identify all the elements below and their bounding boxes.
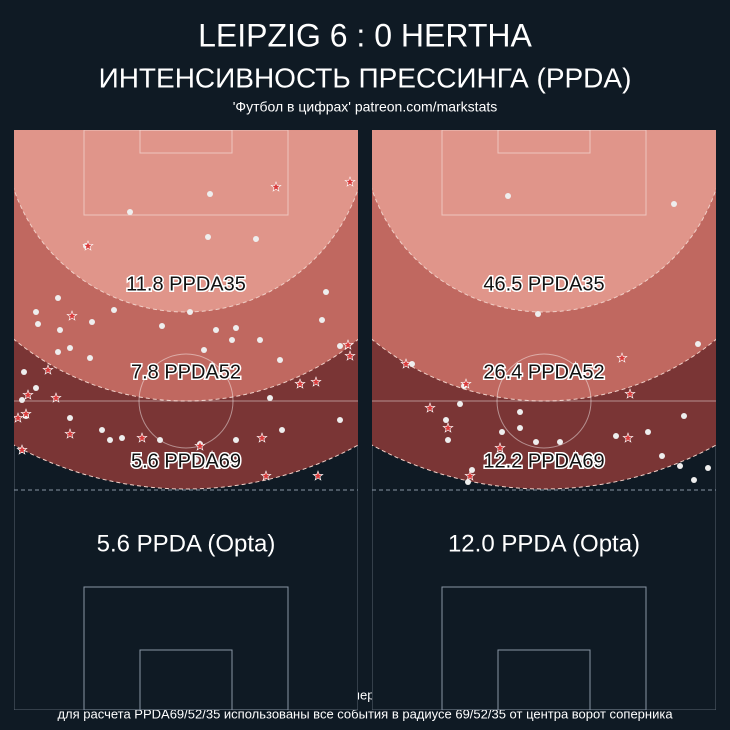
event-dot: [127, 209, 133, 215]
event-dot: [33, 385, 39, 391]
event-dot: [107, 437, 113, 443]
event-dot: [505, 193, 511, 199]
event-dot: [445, 437, 451, 443]
event-dot: [577, 455, 583, 461]
goal-area: [497, 130, 591, 154]
event-dot: [671, 201, 677, 207]
event-dot: [35, 321, 41, 327]
event-dot: [67, 345, 73, 351]
event-dot: [159, 323, 165, 329]
penalty-box: [441, 130, 647, 216]
center-circle: [138, 353, 234, 449]
penalty-box: [83, 130, 289, 216]
event-dot: [279, 427, 285, 433]
event-dot: [205, 234, 211, 240]
event-dot: [99, 427, 105, 433]
event-dot: [705, 465, 711, 471]
zone-label: 26.4 PPDA52: [483, 361, 604, 383]
event-dot: [21, 369, 27, 375]
event-dot: [517, 409, 523, 415]
zone-label: 5.6 PPDA69: [131, 450, 241, 472]
event-dot: [213, 327, 219, 333]
event-dot: [409, 361, 415, 367]
event-dot: [677, 463, 683, 469]
opta-label: 12.0 PPDA (Opta): [448, 530, 640, 557]
goal-area: [139, 649, 233, 710]
pitch: [372, 130, 716, 710]
event-dot: [469, 467, 475, 473]
event-dot: [691, 477, 697, 483]
event-dot: [253, 236, 259, 242]
event-dot: [337, 343, 343, 349]
zone-label: 7.8 PPDA52: [131, 361, 241, 383]
event-dot: [89, 319, 95, 325]
penalty-box: [83, 586, 289, 710]
event-dot: [19, 397, 25, 403]
event-dot: [119, 435, 125, 441]
event-dot: [457, 401, 463, 407]
zone: [14, 130, 358, 313]
event-dot: [681, 413, 687, 419]
event-dot: [337, 417, 343, 423]
center-circle: [496, 353, 592, 449]
pitch: [14, 130, 358, 710]
goal-area: [139, 130, 233, 154]
event-dot: [277, 357, 283, 363]
event-dot: [319, 317, 325, 323]
source: 'Футбол в цифрах' patreon.com/markstats: [233, 99, 498, 115]
event-dot: [323, 289, 329, 295]
event-dot: [535, 311, 541, 317]
event-dot: [695, 341, 701, 347]
event-dot: [193, 457, 199, 463]
event-dot: [465, 479, 471, 485]
event-dot: [233, 437, 239, 443]
event-dot: [659, 453, 665, 459]
event-dot: [257, 337, 263, 343]
opta-label: 5.6 PPDA (Opta): [97, 530, 276, 557]
goal-area: [497, 649, 591, 710]
event-dot: [645, 429, 651, 435]
event-dot: [55, 295, 61, 301]
zone: [372, 130, 716, 313]
event-dot: [111, 307, 117, 313]
event-dot: [201, 347, 207, 353]
zone-label: 11.8 PPDA35: [126, 273, 246, 295]
event-dot: [147, 459, 153, 465]
footer-line: для расчета PPDA69/52/35 использованы вс…: [57, 706, 673, 721]
event-dot: [267, 395, 273, 401]
title: LEIPZIG 6 : 0 HERTHA: [198, 17, 532, 53]
subtitle: ИНТЕНСИВНОСТЬ ПРЕССИНГА (PPDA): [99, 62, 632, 93]
zone-label: 12.2 PPDA69: [483, 450, 604, 472]
event-dot: [57, 327, 63, 333]
event-dot: [517, 425, 523, 431]
event-dot: [187, 309, 193, 315]
event-dot: [233, 325, 239, 331]
event-dot: [87, 355, 93, 361]
event-dot: [55, 349, 61, 355]
event-dot: [499, 429, 505, 435]
event-dot: [33, 309, 39, 315]
event-dot: [443, 417, 449, 423]
zone-label: 46.5 PPDA35: [483, 273, 604, 295]
event-dot: [157, 437, 163, 443]
penalty-box: [441, 586, 647, 710]
event-dot: [229, 337, 235, 343]
event-dot: [67, 415, 73, 421]
event-dot: [613, 433, 619, 439]
event-dot: [207, 191, 213, 197]
event-dot: [557, 439, 563, 445]
event-dot: [533, 439, 539, 445]
